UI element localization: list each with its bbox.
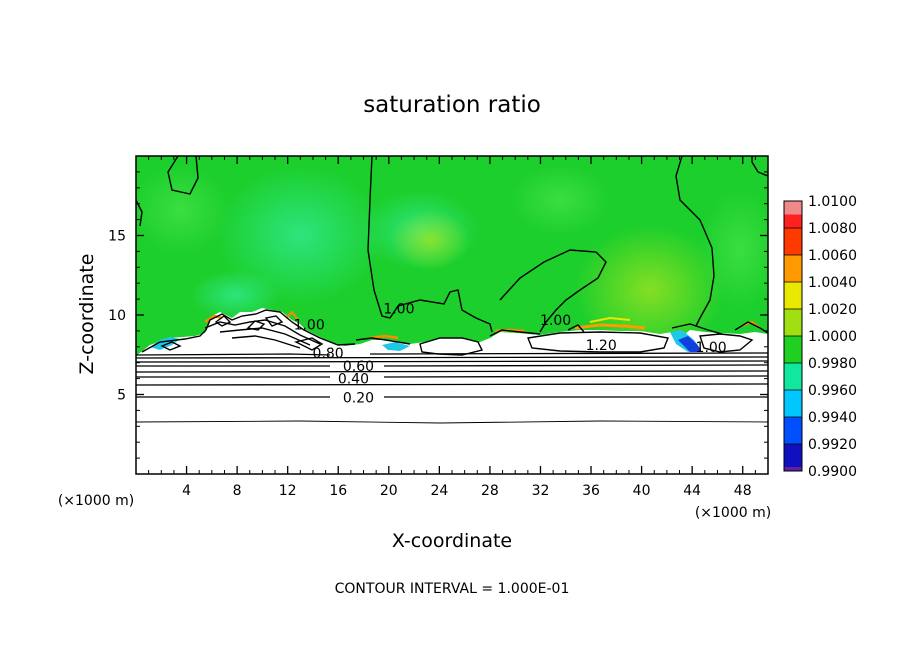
yellow-region [575, 225, 725, 355]
contour-label: 0.40 [338, 372, 369, 388]
x-tick-label: 44 [683, 483, 701, 499]
colorbar-label: 1.0040 [808, 275, 857, 291]
contour-label: 0.20 [343, 391, 374, 407]
y-tick-label: 15 [108, 229, 126, 245]
colorbar-swatch [784, 363, 802, 391]
colorbar-label: 1.0080 [808, 221, 857, 237]
contour-interval-note: CONTOUR INTERVAL = 1.000E-01 [335, 581, 570, 597]
colorbar-label: 1.0100 [808, 194, 857, 210]
x-tick-label: 16 [329, 483, 347, 499]
x-tick-label: 20 [380, 483, 398, 499]
x-tick-label: 36 [582, 483, 600, 499]
colorbar-label: 0.9980 [808, 356, 857, 372]
x-tick-label: 48 [734, 483, 752, 499]
x-unit-label-right: (×1000 m) [695, 505, 771, 521]
colorbar-swatch [784, 309, 802, 337]
cyan-region [190, 270, 280, 320]
y-tick-label: 5 [117, 388, 126, 404]
x-tick-label: 32 [532, 483, 550, 499]
colorbar-swatch [784, 201, 802, 215]
x-tick-label: 8 [233, 483, 242, 499]
y-axis: 5 10 15 [108, 171, 768, 459]
cloud-blob [527, 331, 669, 353]
x-tick-label: 24 [430, 483, 448, 499]
x-tick-label: 4 [182, 483, 191, 499]
colorbar: 1.0100 1.0080 1.0060 1.0040 1.0020 1.0000 0.99… [783, 194, 857, 480]
contour-label: 0.80 [313, 346, 344, 362]
colorbar-swatch [784, 282, 802, 310]
x-axis: 4 8 12 16 20 24 28 32 36 40 44 48 [148, 156, 756, 499]
colorbar-label: 0.9900 [808, 464, 857, 480]
orange-edge [574, 323, 646, 330]
colorbar-label: 1.0060 [808, 248, 857, 264]
y-axis-label: Z-coordinate [76, 254, 98, 375]
blue-patch [678, 336, 702, 352]
upper-contours [136, 156, 768, 333]
colorbar-swatch [784, 336, 802, 364]
colorbar-label: 0.9920 [808, 437, 857, 453]
colorbar-swatch [784, 417, 802, 445]
colorbar-swatch [784, 390, 802, 418]
orange-edge [589, 316, 631, 323]
chart-title: saturation ratio [363, 92, 541, 118]
colorbar-swatch [784, 214, 802, 229]
colorbar-label: 0.9940 [808, 410, 857, 426]
x-unit-label-left: (×1000 m) [58, 493, 134, 509]
light-green-region [136, 165, 230, 255]
cyan-patch [382, 342, 410, 351]
cyan-region [215, 165, 385, 305]
contour-labels: 0.20 0.400.600.80 1.00 1.00 1.00 1.20 1.00 [294, 302, 727, 407]
x-axis-label: X-coordinate [392, 530, 512, 552]
colorbar-label: 1.0020 [808, 302, 857, 318]
orange-edge [285, 310, 299, 321]
cloud-blob [699, 333, 754, 353]
contour-label: 1.00 [383, 302, 414, 318]
x-tick-label: 12 [279, 483, 297, 499]
colorbar-label: 0.9960 [808, 383, 857, 399]
yellow-region [390, 210, 470, 270]
orange-edge [204, 314, 223, 324]
contour-label: 0.60 [343, 359, 374, 375]
x-tick-label: 28 [481, 483, 499, 499]
y-tick-label: 10 [108, 308, 126, 324]
cloud-blob [419, 337, 484, 356]
colorbar-label: 1.0000 [808, 329, 857, 345]
colorbar-swatch [784, 255, 802, 283]
contour-label: 1.00 [294, 318, 325, 334]
contour-label: 1.20 [586, 338, 617, 354]
orange-edge [369, 334, 399, 340]
x-tick-label: 40 [633, 483, 651, 499]
lower-contours [136, 352, 768, 424]
colorbar-swatch [784, 444, 802, 472]
contour-label: 1.00 [540, 313, 571, 329]
yellow-region [510, 165, 610, 235]
colorbar-swatch [784, 228, 802, 256]
contour-label: 1.00 [696, 340, 727, 356]
colorbar-swatch [784, 467, 802, 471]
plot-area [136, 156, 768, 474]
cloud-contours [141, 309, 768, 353]
light-green-region [700, 190, 768, 310]
